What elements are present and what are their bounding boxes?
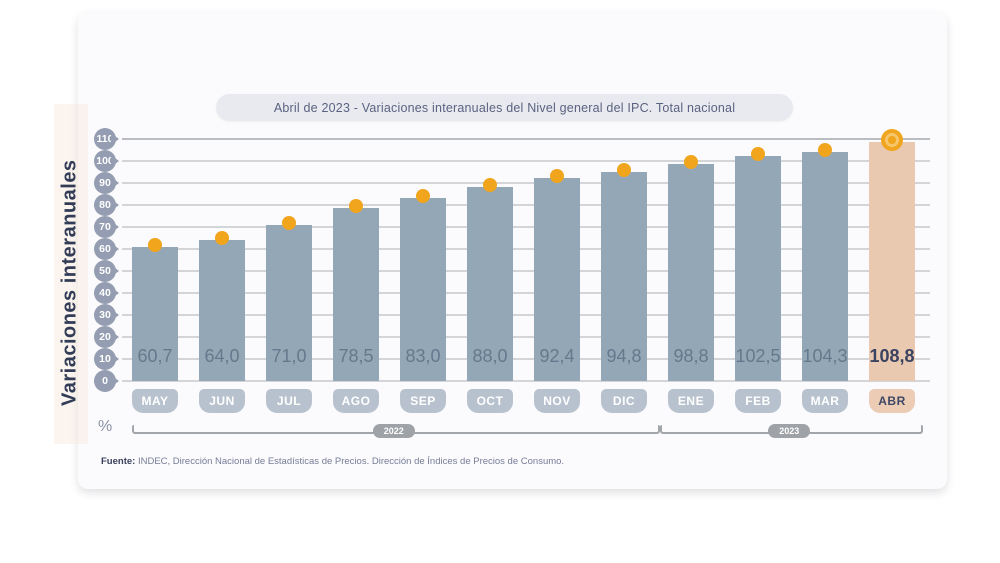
y-tick-10: 10 (94, 348, 119, 370)
left-accent-strip (54, 104, 88, 444)
bar-value-label: 64,0 (204, 346, 240, 366)
data-point-dot-JUL (282, 215, 296, 230)
bar-value-label: 108,8 (869, 346, 915, 366)
y-tick-30: 30 (94, 304, 119, 326)
bar-JUL (266, 224, 312, 381)
data-point-dot-DIC (617, 163, 631, 178)
data-point-dot-OCT (483, 178, 497, 193)
chart-title-pill: Abril de 2023 - Variaciones interanuales… (216, 94, 793, 121)
gridline-0 (122, 380, 930, 382)
y-tick-60: 60 (94, 238, 119, 260)
gridline-30 (122, 314, 930, 316)
bar-JUN (199, 240, 245, 381)
month-tab-OCT: OCT (467, 389, 513, 413)
month-tab-ABR: ABR (869, 389, 915, 413)
bar-AGO (333, 208, 379, 381)
bar-NOV (534, 177, 580, 381)
data-point-dot-SEP (416, 189, 430, 204)
data-point-dot-MAR (818, 142, 832, 157)
bar-value-label: 71,0 (271, 346, 307, 366)
gridline-40 (122, 292, 930, 294)
bar-DIC (601, 172, 647, 381)
y-tick-0: 0 (94, 370, 119, 392)
bar-ABR (869, 141, 915, 381)
bar-value-label: 98,8 (673, 346, 709, 366)
bar-value-label: 78,5 (338, 346, 374, 366)
bar-MAR (802, 151, 848, 381)
bar-value-label: 88,0 (472, 346, 508, 366)
source-label: Fuente: (101, 456, 136, 467)
bar-value-label: 104,3 (802, 346, 848, 366)
gridline-90 (122, 182, 930, 184)
gridline-50 (122, 270, 930, 272)
gridline-70 (122, 226, 930, 228)
bar-value-label: 94,8 (606, 346, 642, 366)
month-tab-NOV: NOV (534, 389, 580, 413)
data-point-dot-ENE (684, 154, 698, 169)
source-text: INDEC, Dirección Nacional de Estadística… (137, 456, 565, 467)
y-axis-label: Variaciones interanuales (58, 159, 81, 406)
month-tab-JUL: JUL (266, 389, 312, 413)
y-tick-80: 80 (94, 194, 119, 216)
gridline-10 (122, 358, 930, 360)
month-tab-ENE: ENE (668, 389, 714, 413)
source-note: Fuente: INDEC, Dirección Nacional de Est… (101, 456, 564, 467)
y-tick-40: 40 (94, 282, 119, 304)
month-tab-SEP: SEP (400, 389, 446, 413)
y-tick-70: 70 (94, 216, 119, 238)
gridline-80 (122, 204, 930, 206)
y-tick-100: 100 (94, 150, 119, 172)
year-pill-2022: 2022 (372, 424, 415, 438)
data-point-dot-MAY (148, 238, 162, 253)
y-tick-90: 90 (94, 172, 119, 194)
data-point-dot-AGO (349, 199, 363, 214)
chart-title: Abril de 2023 - Variaciones interanuales… (273, 100, 736, 115)
data-point-dot-NOV (550, 168, 564, 183)
month-tab-JUN: JUN (199, 389, 245, 413)
gridline-60 (122, 248, 930, 250)
gridline-100 (122, 160, 930, 162)
year-pill-2023: 2023 (768, 424, 811, 438)
month-tab-FEB: FEB (735, 389, 781, 413)
bar-SEP (400, 198, 446, 381)
bar-ENE (668, 163, 714, 381)
y-tick-110: 110 (94, 128, 119, 150)
gridline-110 (122, 138, 930, 140)
data-point-dot-ABR (881, 128, 903, 151)
bar-FEB (735, 155, 781, 381)
bar-MAY (132, 247, 178, 381)
data-point-dot-JUN (215, 231, 229, 246)
month-tab-MAR: MAR (802, 389, 848, 413)
y-tick-20: 20 (94, 326, 119, 348)
month-tab-DIC: DIC (601, 389, 647, 413)
month-tab-MAY: MAY (132, 389, 178, 413)
bar-value-label: 92,4 (539, 346, 575, 366)
bar-value-label: 60,7 (137, 346, 173, 366)
unit-symbol: % (98, 418, 113, 435)
bar-value-label: 83,0 (405, 346, 441, 366)
bar-value-label: 102,5 (735, 346, 781, 366)
y-tick-50: 50 (94, 260, 119, 282)
month-tab-AGO: AGO (333, 389, 379, 413)
bar-OCT (467, 187, 513, 381)
gridline-20 (122, 336, 930, 338)
data-point-dot-FEB (751, 146, 765, 161)
